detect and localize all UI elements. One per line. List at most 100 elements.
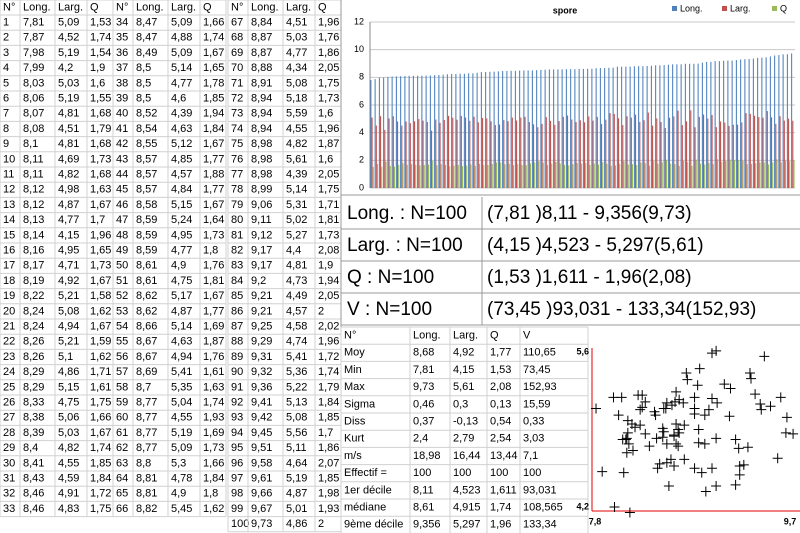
cell: 8,08 <box>23 123 44 135</box>
bar <box>376 163 379 188</box>
bar <box>482 118 484 188</box>
cell: 5,19 <box>286 473 307 485</box>
bar <box>718 61 720 189</box>
bar <box>392 116 394 188</box>
scatter-point <box>651 433 662 444</box>
bar <box>438 74 440 188</box>
cell: 8,39 <box>23 427 44 439</box>
bar <box>714 61 716 189</box>
cell: 8,67 <box>136 336 157 348</box>
cell: 8,81 <box>136 473 157 485</box>
row-number: 58 <box>116 381 128 393</box>
cell: 5,36 <box>286 366 307 378</box>
cell: 4,78 <box>171 473 192 485</box>
row-number: 100 <box>231 518 249 530</box>
cell: 1,85 <box>90 457 111 469</box>
scatter-point <box>742 442 753 453</box>
row-number: 84 <box>231 275 243 287</box>
bar <box>674 164 676 188</box>
row-number: 93 <box>231 412 243 424</box>
row-number: 14 <box>3 214 15 226</box>
cell: 8,41 <box>23 457 44 469</box>
row-number: 67 <box>231 17 243 29</box>
cell: 133,34 <box>523 519 557 531</box>
bar <box>561 69 563 188</box>
cell: 8,54 <box>136 123 157 135</box>
bar <box>443 119 445 188</box>
y-tick-label: 8 <box>359 72 364 82</box>
cell: 8,62 <box>136 290 157 302</box>
scatter-point <box>724 411 735 422</box>
cell: 1,77 <box>203 184 224 196</box>
row-number: 27 <box>3 412 15 424</box>
cell: 9,17 <box>251 260 272 272</box>
bar <box>593 163 595 188</box>
summary-label: Q : N=100 <box>347 267 434 288</box>
bar <box>519 70 521 188</box>
cell: 4,86 <box>58 366 79 378</box>
bar <box>684 63 686 188</box>
cell: 7,1 <box>523 450 538 462</box>
bar <box>372 166 374 188</box>
row-number: 45 <box>116 184 128 196</box>
cell: 8,11 <box>23 153 44 165</box>
cell: 8,26 <box>23 336 44 348</box>
bar <box>580 163 583 188</box>
bar <box>388 118 390 188</box>
cell: 8,77 <box>136 442 157 454</box>
cell: 5,24 <box>171 214 192 226</box>
column-header: N° <box>116 1 128 13</box>
bar <box>746 164 748 188</box>
bar <box>588 116 590 188</box>
row-number: 92 <box>231 397 243 409</box>
scatter-point <box>689 403 700 414</box>
row-number: 90 <box>231 366 243 378</box>
row-number: 76 <box>231 153 243 165</box>
bar <box>374 79 376 188</box>
bar <box>574 69 576 188</box>
legend-swatch <box>722 6 727 11</box>
scatter-point <box>621 433 632 444</box>
cell: 5,56 <box>286 427 307 439</box>
bar <box>421 75 423 188</box>
cell: 1,73 <box>318 93 339 105</box>
bar <box>650 65 652 188</box>
cell: 1,85 <box>318 473 339 485</box>
cell: 1,87 <box>203 336 224 348</box>
row-number: 64 <box>116 473 128 485</box>
cell: 5,3 <box>171 457 186 469</box>
bar <box>579 120 581 188</box>
row-number: 49 <box>116 245 128 257</box>
bar <box>678 165 680 188</box>
bar <box>545 117 547 188</box>
bar <box>761 57 763 188</box>
row-number: 34 <box>116 17 128 29</box>
bar <box>455 74 457 188</box>
cell: 4,52 <box>58 32 79 44</box>
cell: 8,12 <box>23 184 44 196</box>
bar <box>469 120 471 188</box>
summary-value: (4,15 )4,523 - 5,297(5,61) <box>487 235 704 256</box>
row-number: 1 <box>3 17 9 29</box>
cell: 1,6 <box>90 77 105 89</box>
bar <box>466 165 468 188</box>
bar <box>406 164 408 188</box>
row-number: 19 <box>3 290 15 302</box>
scatter-point <box>750 389 761 400</box>
bar <box>395 76 397 188</box>
bar <box>380 116 382 188</box>
bar <box>542 162 544 188</box>
cell: 5,08 <box>58 305 79 317</box>
bar <box>784 160 787 188</box>
cell: 2,05 <box>318 290 339 302</box>
cell: 8,33 <box>23 397 44 409</box>
bar <box>706 61 708 188</box>
cell: 8,59 <box>136 229 157 241</box>
cell: 5,21 <box>58 336 79 348</box>
cell: 8,14 <box>23 229 44 241</box>
cell: 1,84 <box>203 473 224 485</box>
cell: 9,51 <box>251 442 272 454</box>
legend-label: Larg. <box>730 3 751 13</box>
cell: 1,73 <box>90 260 111 272</box>
cell: 5,35 <box>171 381 192 393</box>
